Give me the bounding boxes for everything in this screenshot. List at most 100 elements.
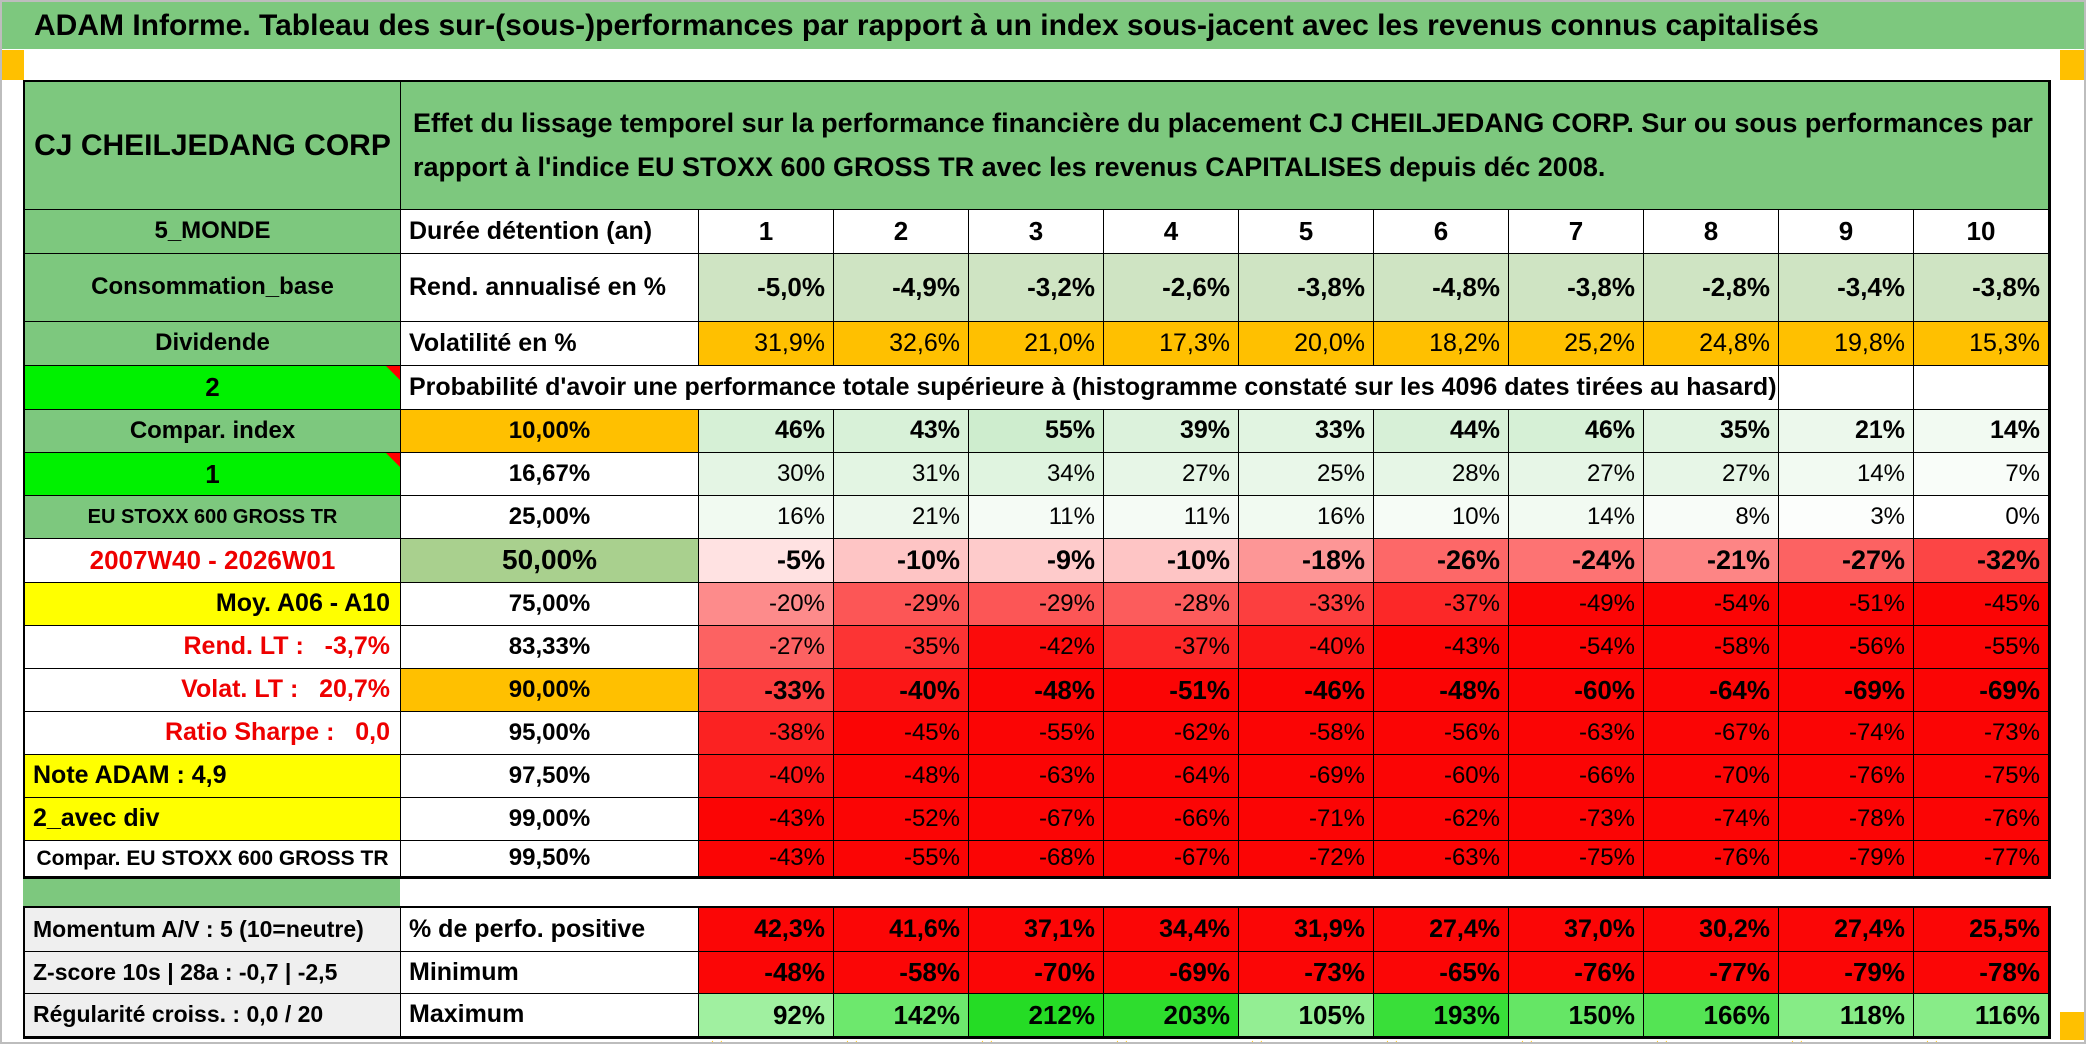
data-cell: -64% <box>1104 755 1239 798</box>
data-cell: 4 <box>1104 210 1239 254</box>
data-cell: 28% <box>1374 453 1509 496</box>
row-label-b2: Régularité croiss. : 0,0 / 20 <box>25 994 401 1037</box>
data-cell: 43% <box>834 410 969 453</box>
data-cell: 31,9% <box>699 322 834 366</box>
data-cell: 37,0% <box>1509 908 1644 952</box>
hidden-row-mark-icon: ▲▲ <box>1922 1038 1942 1044</box>
data-cell: -74% <box>1779 712 1914 755</box>
data-cell: 15,3% <box>1914 322 2049 366</box>
data-cell: -70% <box>969 952 1104 994</box>
corner-marker-bottom-right <box>2060 1012 2084 1040</box>
data-cell: -3,8% <box>1239 254 1374 322</box>
data-cell: 105% <box>1239 994 1374 1037</box>
hidden-row-mark-icon: ▲▲ <box>977 1038 997 1044</box>
data-cell: 35% <box>1644 410 1779 453</box>
data-cell: -58% <box>834 952 969 994</box>
data-cell: -66% <box>1104 798 1239 841</box>
data-cell: -70% <box>1644 755 1779 798</box>
corner-marker-top-left <box>2 50 24 80</box>
data-cell: -78% <box>1914 952 2049 994</box>
data-cell: 8% <box>1644 496 1779 539</box>
data-cell: -75% <box>1509 841 1644 877</box>
data-cell: -79% <box>1779 841 1914 877</box>
data-cell: -54% <box>1509 626 1644 669</box>
corner-marker-top-right <box>2060 50 2084 80</box>
data-cell: 31,9% <box>1239 908 1374 952</box>
data-cell: 34% <box>969 453 1104 496</box>
data-cell: 8 <box>1644 210 1779 254</box>
data-cell: -21% <box>1644 539 1779 583</box>
data-cell: 14% <box>1779 453 1914 496</box>
data-cell: -26% <box>1374 539 1509 583</box>
data-cell: -38% <box>699 712 834 755</box>
data-cell: -37% <box>1104 626 1239 669</box>
data-cell: 39% <box>1104 410 1239 453</box>
data-cell: -48% <box>699 952 834 994</box>
mid-label-b0: % de perfo. positive <box>401 908 699 952</box>
data-cell: -29% <box>969 583 1104 626</box>
data-cell: -69% <box>1239 755 1374 798</box>
mid-label-m12: 97,50% <box>401 755 699 798</box>
page-title: ADAM Informe. Tableau des sur-(sous-)per… <box>34 8 1819 42</box>
data-cell: -62% <box>1374 798 1509 841</box>
data-cell: -51% <box>1779 583 1914 626</box>
hidden-row-mark-icon: ▲▲ <box>707 1038 727 1044</box>
data-cell: -73% <box>1914 712 2049 755</box>
data-cell: -67% <box>969 798 1104 841</box>
data-cell: 27% <box>1644 453 1779 496</box>
merged-header-m3: Probabilité d'avoir une performance tota… <box>401 366 1779 410</box>
data-cell: 18,2% <box>1374 322 1509 366</box>
data-cell: -56% <box>1374 712 1509 755</box>
data-cell: 25,5% <box>1914 908 2049 952</box>
data-cell: -48% <box>969 669 1104 712</box>
data-cell: 116% <box>1914 994 2049 1037</box>
mid-label-m0: Durée détention (an) <box>401 210 699 254</box>
hidden-row-mark-icon: ▲▲ <box>1112 1038 1132 1044</box>
mid-label-m8: 75,00% <box>401 583 699 626</box>
data-cell: -67% <box>1104 841 1239 877</box>
data-cell: -73% <box>1509 798 1644 841</box>
row-label-m12: Note ADAM : 4,9 <box>25 755 401 798</box>
data-cell: 7% <box>1914 453 2049 496</box>
data-cell: 118% <box>1779 994 1914 1037</box>
data-cell: -5,0% <box>699 254 834 322</box>
data-cell: 30,2% <box>1644 908 1779 952</box>
data-cell: -55% <box>969 712 1104 755</box>
hidden-row-mark-icon: ▲▲ <box>1517 1038 1537 1044</box>
data-cell: -27% <box>699 626 834 669</box>
data-cell: -29% <box>834 583 969 626</box>
data-cell: -10% <box>1104 539 1239 583</box>
data-cell: -45% <box>1914 583 2049 626</box>
data-cell: 14% <box>1509 496 1644 539</box>
row-label-m9: Rend. LT : -3,7% <box>25 626 401 669</box>
row-label-b0: Momentum A/V : 5 (10=neutre) <box>25 908 401 952</box>
data-cell: -60% <box>1509 669 1644 712</box>
data-cell: 20,0% <box>1239 322 1374 366</box>
row-label-m3: 2 <box>25 366 401 410</box>
data-cell: -63% <box>969 755 1104 798</box>
data-cell: -77% <box>1914 841 2049 877</box>
data-cell: -3,4% <box>1779 254 1914 322</box>
mid-label-m6: 25,00% <box>401 496 699 539</box>
hidden-row-mark-icon: ▲▲ <box>842 1038 862 1044</box>
data-cell: -68% <box>969 841 1104 877</box>
data-cell: -48% <box>1374 669 1509 712</box>
data-cell: -40% <box>1239 626 1374 669</box>
data-cell: -43% <box>699 841 834 877</box>
data-cell: 3 <box>969 210 1104 254</box>
mid-label-m9: 83,33% <box>401 626 699 669</box>
data-cell: 142% <box>834 994 969 1037</box>
row-label-m14: Compar. EU STOXX 600 GROSS TR <box>25 841 401 877</box>
data-cell: 19,8% <box>1779 322 1914 366</box>
data-cell: 44% <box>1374 410 1509 453</box>
mid-label-b2: Maximum <box>401 994 699 1037</box>
row-label-m1: Consommation_base <box>25 254 401 322</box>
row-label-m7: 2007W40 - 2026W01 <box>25 539 401 583</box>
hidden-row-mark-icon: ▲▲ <box>1382 1038 1402 1044</box>
data-cell: -55% <box>1914 626 2049 669</box>
data-cell: 37,1% <box>969 908 1104 952</box>
data-cell: -9% <box>969 539 1104 583</box>
data-cell: -24% <box>1509 539 1644 583</box>
data-cell: 2 <box>834 210 969 254</box>
